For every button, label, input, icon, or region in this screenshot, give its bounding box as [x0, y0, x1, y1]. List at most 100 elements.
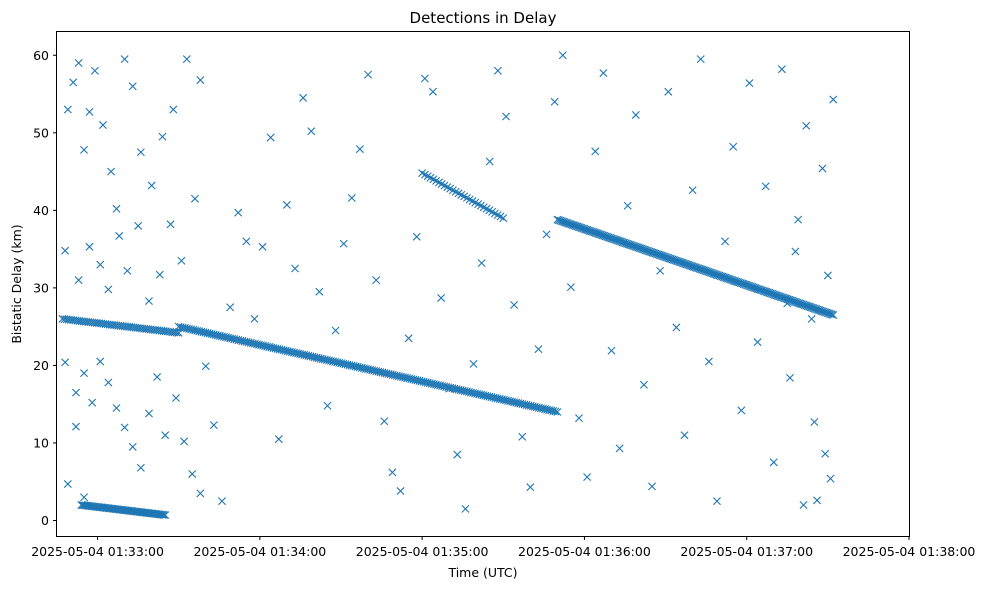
track-point	[813, 305, 822, 314]
clutter-point	[372, 276, 381, 285]
track-point	[708, 269, 717, 278]
track-point	[714, 271, 723, 280]
track-point	[820, 308, 829, 317]
track-point	[563, 219, 572, 228]
track-point	[569, 221, 578, 230]
clutter-point	[134, 221, 143, 230]
clutter-point	[188, 469, 197, 478]
clutter-point	[453, 450, 462, 459]
track-point	[802, 301, 811, 310]
clutter-point	[182, 55, 191, 64]
track-point	[685, 261, 694, 270]
clutter-point	[810, 418, 819, 427]
track-point	[161, 511, 170, 520]
clutter-point	[591, 147, 600, 156]
clutter-point	[172, 393, 180, 402]
clutter-point	[155, 270, 164, 279]
clutter-point	[104, 285, 113, 294]
clutter-point	[783, 299, 792, 308]
track-point	[715, 271, 724, 280]
track-point	[635, 244, 644, 253]
clutter-point	[315, 287, 324, 296]
track-point	[567, 220, 576, 229]
track-point	[172, 328, 181, 337]
clutter-point	[63, 480, 72, 489]
track-point	[630, 242, 639, 251]
clutter-point	[258, 242, 267, 251]
clutter-point	[74, 276, 83, 285]
track-point	[742, 281, 751, 290]
clutter-point	[180, 437, 189, 446]
track-point	[825, 309, 833, 318]
clutter-point	[807, 314, 816, 323]
track-point	[652, 250, 661, 259]
track-point	[553, 215, 562, 224]
track-point	[670, 255, 678, 264]
clutter-point	[347, 193, 356, 202]
clutter-point	[688, 186, 697, 195]
track-point	[753, 284, 762, 293]
track-point	[671, 256, 680, 265]
clutter-point	[120, 55, 129, 64]
clutter-point	[88, 398, 97, 407]
track-point	[570, 221, 579, 230]
clutter-point	[477, 259, 486, 268]
track-point	[809, 304, 818, 313]
clutter-point	[242, 237, 251, 246]
clutter-point	[550, 97, 559, 106]
clutter-point	[534, 345, 543, 354]
clutter-point	[631, 110, 640, 119]
track-point	[793, 298, 802, 307]
clutter-point	[753, 338, 762, 347]
clutter-point	[107, 167, 116, 176]
clutter-point	[323, 401, 332, 410]
track-point	[770, 290, 779, 299]
clutter-point	[794, 215, 803, 224]
track-point	[604, 233, 613, 242]
track-point	[691, 263, 700, 272]
clutter-point	[769, 458, 778, 467]
clutter-point	[96, 357, 105, 366]
clutter-point	[80, 493, 89, 502]
clutter-point	[821, 449, 830, 458]
track-point	[751, 283, 760, 292]
clutter-point	[123, 266, 132, 275]
track-point	[651, 249, 660, 258]
clutter-point	[737, 406, 746, 415]
track-point	[724, 274, 733, 283]
clutter-point	[469, 359, 478, 368]
clutter-point	[299, 93, 308, 102]
clutter-point	[404, 334, 413, 343]
track-point	[797, 300, 806, 309]
track-point	[499, 214, 508, 223]
track-point	[807, 303, 816, 312]
clutter-point	[566, 283, 575, 292]
track-point	[743, 281, 752, 290]
clutter-point	[90, 66, 99, 75]
clutter-point	[664, 87, 673, 96]
clutter-point	[428, 87, 437, 96]
x-tick-label: 2025-05-04 01:35:00	[356, 544, 489, 559]
track-point	[571, 222, 580, 231]
clutter-point	[510, 300, 519, 309]
track-point	[681, 259, 690, 268]
track-point	[644, 247, 653, 256]
track-point	[668, 255, 677, 264]
track-point	[584, 226, 593, 235]
track-point	[698, 265, 707, 274]
data-points-layer	[58, 51, 838, 520]
track-point	[695, 264, 704, 273]
clutter-point	[623, 201, 632, 210]
y-tick-label: 0	[41, 513, 49, 528]
track-point	[574, 223, 583, 232]
track-point	[576, 223, 585, 232]
clutter-point	[177, 256, 186, 265]
clutter-point	[648, 482, 657, 491]
track-point	[815, 306, 824, 315]
track-point	[735, 278, 744, 287]
clutter-point	[115, 231, 124, 240]
clutter-point	[120, 423, 129, 432]
track-point	[805, 302, 814, 311]
clutter-point	[745, 79, 754, 88]
track-point	[736, 279, 745, 288]
